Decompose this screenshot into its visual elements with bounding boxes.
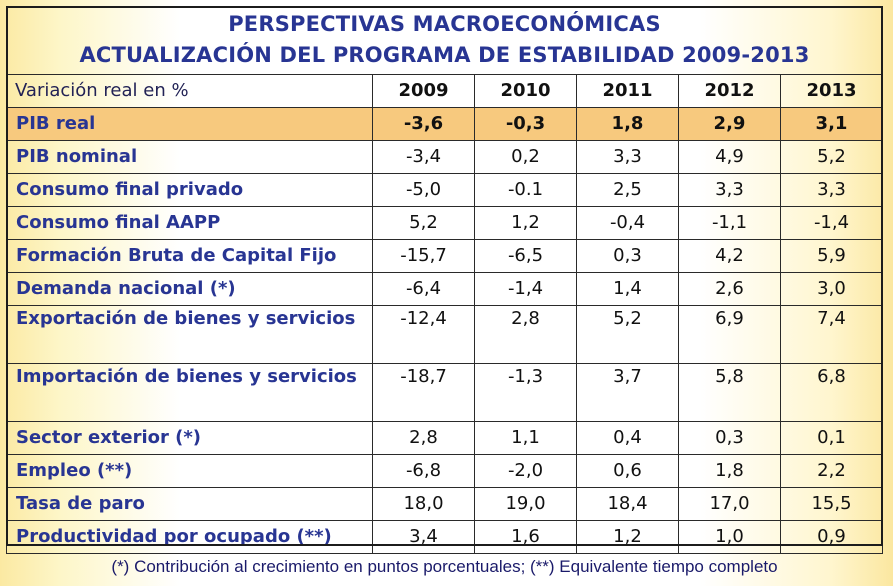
table-row: PIB real -3,6 -0,3 1,8 2,9 3,1: [6, 107, 883, 141]
table-row: Productividad por ocupado (**) 3,4 1,6 1…: [6, 520, 883, 554]
cell-value: 1,6: [474, 520, 577, 554]
title-line-2: ACTUALIZACIÓN DEL PROGRAMA DE ESTABILIDA…: [79, 43, 810, 67]
cell-value: -6,8: [372, 454, 475, 488]
cell-value: 2,9: [678, 107, 781, 141]
cell-value: -3,4: [372, 140, 475, 174]
cell-value: -3,6: [372, 107, 475, 141]
cell-value: 3,7: [576, 363, 679, 422]
table-frame: [6, 6, 883, 546]
cell-value: 1,4: [576, 272, 679, 306]
row-label: PIB nominal: [6, 140, 373, 174]
cell-value: 3,1: [780, 107, 883, 141]
row-label: Consumo final AAPP: [6, 206, 373, 240]
header-year: 2013: [780, 74, 883, 108]
cell-value: 5,2: [780, 140, 883, 174]
cell-value: 0,6: [576, 454, 679, 488]
table-row: Consumo final privado -5,0 -0.1 2,5 3,3 …: [6, 173, 883, 207]
cell-value: 2,6: [678, 272, 781, 306]
row-label: Tasa de paro: [6, 487, 373, 521]
cell-value: 7,4: [780, 305, 883, 364]
row-label: Formación Bruta de Capital Fijo: [6, 239, 373, 273]
cell-value: 2,8: [474, 305, 577, 364]
row-label: Demanda nacional (*): [6, 272, 373, 306]
cell-value: 1,2: [576, 520, 679, 554]
header-year: 2012: [678, 74, 781, 108]
cell-value: -1,4: [780, 206, 883, 240]
table-row: PIB nominal -3,4 0,2 3,3 4,9 5,2: [6, 140, 883, 174]
cell-value: -2,0: [474, 454, 577, 488]
cell-value: 5,9: [780, 239, 883, 273]
cell-value: 1,0: [678, 520, 781, 554]
row-label: Importación de bienes y servicios: [6, 363, 373, 422]
cell-value: 1,8: [678, 454, 781, 488]
cell-value: 1,8: [576, 107, 679, 141]
table-row: Importación de bienes y servicios -18,7 …: [6, 363, 883, 422]
cell-value: 0,9: [780, 520, 883, 554]
header-label: Variación real en %: [6, 74, 373, 108]
cell-value: 1,1: [474, 421, 577, 455]
header-year: 2011: [576, 74, 679, 108]
cell-value: -12,4: [372, 305, 475, 364]
macro-table: Variación real en % 2009 2010 2011 2012 …: [6, 74, 883, 554]
footnote: (*) Contribución al crecimiento en punto…: [111, 557, 778, 576]
cell-value: 3,3: [576, 140, 679, 174]
cell-value: -0,3: [474, 107, 577, 141]
table-row: Formación Bruta de Capital Fijo -15,7 -6…: [6, 239, 883, 273]
cell-value: 15,5: [780, 487, 883, 521]
row-label: PIB real: [6, 107, 373, 141]
cell-value: 3,4: [372, 520, 475, 554]
cell-value: 18,4: [576, 487, 679, 521]
header-year: 2009: [372, 74, 475, 108]
cell-value: -1,3: [474, 363, 577, 422]
cell-value: 2,8: [372, 421, 475, 455]
cell-value: 3,3: [678, 173, 781, 207]
cell-value: 19,0: [474, 487, 577, 521]
table-row: Empleo (**) -6,8 -2,0 0,6 1,8 2,2: [6, 454, 883, 488]
cell-value: 18,0: [372, 487, 475, 521]
cell-value: -18,7: [372, 363, 475, 422]
table-row: Demanda nacional (*) -6,4 -1,4 1,4 2,6 3…: [6, 272, 883, 306]
cell-value: 3,3: [780, 173, 883, 207]
cell-value: 6,9: [678, 305, 781, 364]
title-line-1: PERSPECTIVAS MACROECONÓMICAS: [228, 12, 661, 36]
cell-value: 4,2: [678, 239, 781, 273]
row-label: Consumo final privado: [6, 173, 373, 207]
cell-value: 5,8: [678, 363, 781, 422]
cell-value: 1,2: [474, 206, 577, 240]
row-label: Productividad por ocupado (**): [6, 520, 373, 554]
row-label: Empleo (**): [6, 454, 373, 488]
table-row: Tasa de paro 18,0 19,0 18,4 17,0 15,5: [6, 487, 883, 521]
row-label: Sector exterior (*): [6, 421, 373, 455]
table-header-row: Variación real en % 2009 2010 2011 2012 …: [6, 74, 883, 108]
